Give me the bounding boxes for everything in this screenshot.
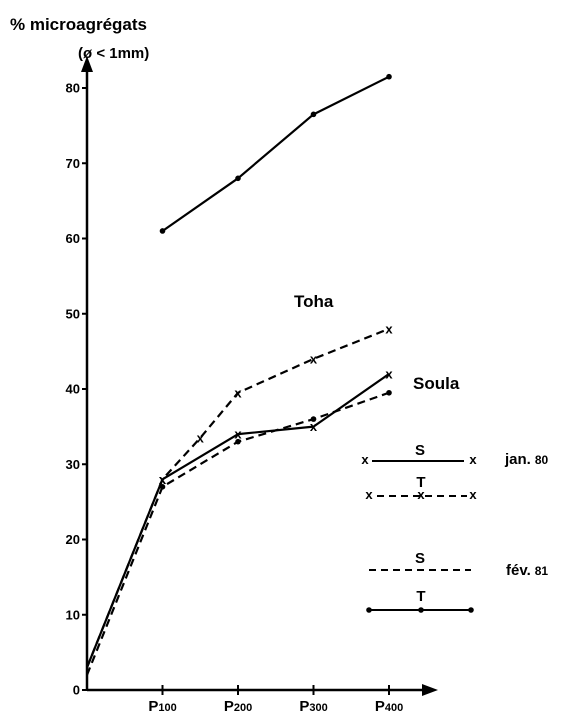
x-tick-label: P100	[148, 698, 176, 713]
point-marker-soula-feb81	[159, 484, 166, 490]
legend-feb81: S T fév. 81	[366, 550, 548, 613]
point-marker-soula-feb81	[386, 389, 392, 396]
y-tick-label: 70	[66, 156, 80, 171]
point-marker-toha-jan80: x	[385, 321, 393, 336]
y-axis-unit: (ø < 1mm)	[78, 45, 149, 62]
legend-jan80-s-marker-right: x	[469, 452, 477, 467]
point-marker-toha-feb81	[386, 73, 392, 80]
legend-jan80-label-main: jan.	[504, 451, 531, 468]
series-layer: x x x x x x x x x	[85, 73, 393, 676]
y-axis-arrow	[81, 56, 93, 72]
x-tick-number: 400	[385, 702, 403, 713]
point-marker-soula-jan80: x	[159, 472, 167, 487]
legend-jan80-t-letter: T	[416, 474, 425, 491]
x-tick-number: 100	[158, 702, 176, 713]
legend-feb81-t-dot-right	[468, 607, 474, 613]
legend-jan80-label-year: 80	[535, 453, 549, 467]
point-marker-soula-jan80: x	[310, 419, 318, 434]
y-axis-label: % microagrégats	[10, 15, 147, 34]
y-tick-label: 60	[66, 231, 80, 246]
series-line-toha-jan80	[85, 327, 390, 668]
legend-jan80-t-marker-left: x	[365, 487, 373, 502]
y-tick-label: 20	[66, 532, 80, 547]
legend-feb81-t-letter: T	[416, 588, 425, 605]
y-tick-label: 30	[66, 457, 80, 472]
x-tick-label: P200	[224, 698, 252, 713]
legend-jan80-s-marker-left: x	[361, 452, 369, 467]
point-marker-toha-jan80: x	[310, 351, 318, 366]
point-marker-soula-feb81	[310, 416, 317, 422]
x-ticks: P100 P200 P300 P400	[148, 685, 403, 715]
legend-feb81-label-main: fév.	[506, 562, 531, 579]
x-axis-arrow	[422, 684, 438, 696]
legend-feb81-t-dot-mid	[418, 607, 424, 613]
legend-jan80-t-marker-right: x	[469, 487, 477, 502]
x-tick-prefix: P	[299, 698, 309, 713]
point-marker-toha-jan80: x	[197, 430, 205, 445]
legend-jan80: x x S x x x T jan. 80	[361, 442, 548, 502]
y-tick-label: 0	[73, 683, 80, 698]
annotation-soula: Soula	[413, 374, 460, 393]
point-marker-soula-feb81	[235, 438, 241, 445]
legend-jan80-s-letter: S	[415, 442, 425, 459]
series-line-soula-jan80	[85, 373, 390, 668]
point-marker-toha-feb81	[235, 175, 241, 182]
point-marker-toha-jan80: x	[234, 385, 242, 400]
x-tick-number: 300	[309, 702, 327, 713]
x-tick-prefix: P	[148, 698, 158, 713]
legend-jan80-label: jan. 80	[504, 451, 549, 468]
y-tick-label: 80	[66, 81, 80, 96]
y-ticks: 0 10 20 30 40 50 60 70 80	[66, 81, 87, 698]
x-tick-number: 200	[234, 702, 252, 713]
point-marker-soula-jan80: x	[385, 366, 393, 381]
y-tick-label: 40	[66, 382, 80, 397]
legend: x x S x x x T jan. 80 S T fév. 81	[361, 442, 549, 613]
x-tick-label: P300	[299, 698, 327, 713]
axes	[81, 56, 438, 696]
legend-feb81-t-dot-left	[366, 607, 372, 613]
legend-feb81-s-letter: S	[415, 550, 425, 567]
x-tick-prefix: P	[375, 698, 385, 713]
legend-feb81-label-year: 81	[535, 564, 549, 578]
y-tick-label: 10	[66, 607, 80, 622]
annotation-toha: Toha	[294, 292, 334, 311]
point-marker-toha-feb81	[310, 111, 317, 118]
point-marker-soula-jan80: x	[234, 427, 242, 442]
y-axis-title: % microagrégats (ø < 1mm)	[10, 15, 149, 62]
x-tick-label: P400	[375, 698, 403, 713]
legend-feb81-label: fév. 81	[506, 562, 548, 579]
y-tick-label: 50	[66, 306, 80, 321]
point-marker-toha-feb81	[159, 228, 166, 234]
series-line-toha-feb81	[161, 75, 390, 232]
x-tick-prefix: P	[224, 698, 234, 713]
legend-jan80-t-marker-mid: x	[417, 487, 425, 502]
